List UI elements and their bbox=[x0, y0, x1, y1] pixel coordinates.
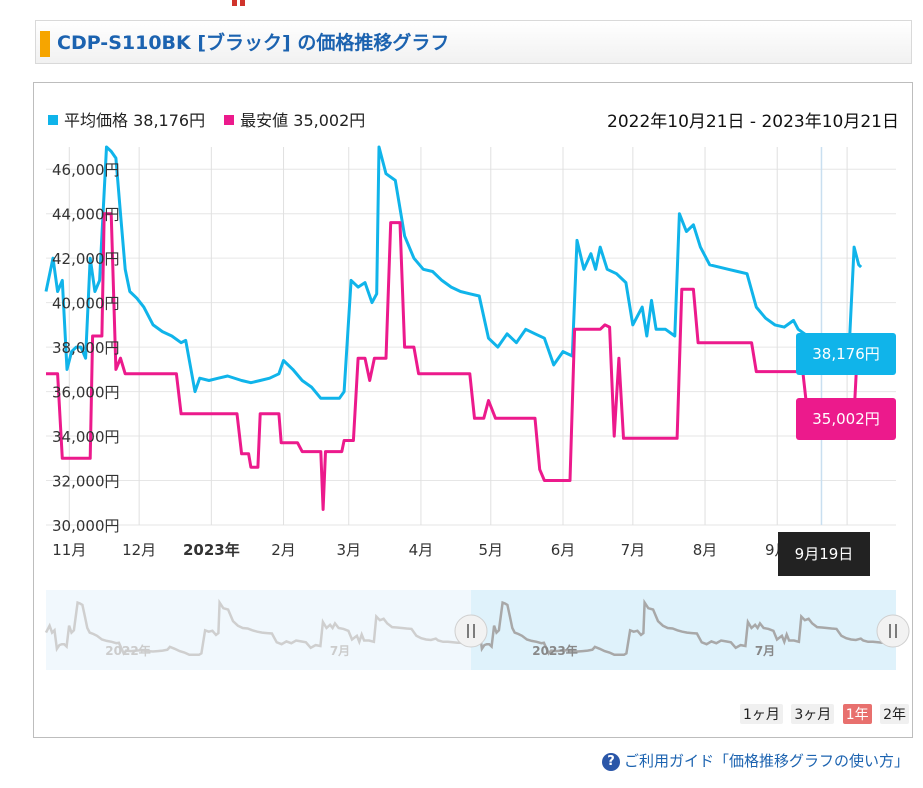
chart-series bbox=[44, 145, 863, 511]
x-tick-label: 11月 bbox=[52, 541, 86, 559]
navigator-label: 2023年 bbox=[532, 643, 577, 658]
date-tooltip: 9月19日 bbox=[778, 532, 870, 576]
average-price-badge: 38,176円 bbox=[796, 333, 896, 375]
navigator-label: 7月 bbox=[330, 644, 350, 658]
legend-swatch-average bbox=[48, 115, 58, 125]
legend-swatch-minimum bbox=[224, 115, 235, 125]
question-icon: ? bbox=[601, 753, 620, 771]
navigator-label: 7月 bbox=[755, 644, 775, 658]
y-tick-label: 32,000円 bbox=[52, 473, 120, 491]
range-2year-button[interactable]: 2年 bbox=[880, 704, 909, 724]
x-tick-label: 3月 bbox=[336, 541, 361, 559]
navigator-left-handle[interactable] bbox=[454, 614, 488, 648]
chart-legend: 平均価格 38,176円 最安値 35,002円 bbox=[48, 107, 379, 131]
page-title: CDP-S110BK [ブラック] の価格推移グラフ bbox=[57, 32, 450, 54]
y-tick-label: 44,000円 bbox=[52, 206, 120, 224]
usage-guide-link[interactable]: ? ご利用ガイド「価格推移グラフの使い方」 bbox=[601, 750, 909, 771]
y-tick-label: 36,000円 bbox=[52, 384, 120, 402]
minimum-price-line bbox=[46, 212, 862, 511]
x-tick-label: 7月 bbox=[621, 541, 646, 559]
x-tick-label: 2023年 bbox=[183, 541, 240, 559]
legend-item-minimum[interactable]: 最安値 35,002円 bbox=[224, 111, 365, 130]
y-tick-label: 34,000円 bbox=[52, 428, 120, 446]
x-tick-label: 5月 bbox=[479, 541, 504, 559]
x-tick-label: 4月 bbox=[409, 541, 434, 559]
range-1year-button[interactable]: 1年 bbox=[842, 704, 872, 724]
legend-label-minimum: 最安値 35,002円 bbox=[240, 111, 366, 130]
x-tick-label: 8月 bbox=[693, 541, 718, 559]
range-1month-button[interactable]: 1ヶ月 bbox=[739, 704, 783, 724]
page-header: CDP-S110BK [ブラック] の価格推移グラフ bbox=[35, 20, 912, 64]
navigator-selection bbox=[471, 590, 896, 670]
chart-ticks: 30,000円 32,000円 34,000円 36,000円 38,000円 40,00… bbox=[52, 161, 864, 559]
header-accent-bar bbox=[40, 31, 50, 57]
navigator: 2022年 7月 2023年 7月 bbox=[44, 590, 910, 670]
top-decoration-icon bbox=[232, 0, 245, 6]
y-tick-label: 40,000円 bbox=[52, 295, 120, 313]
x-tick-label: 12月 bbox=[122, 541, 156, 559]
y-tick-label: 38,000円 bbox=[52, 339, 120, 357]
legend-label-average: 平均価格 38,176円 bbox=[64, 111, 206, 130]
navigator-right-handle[interactable] bbox=[876, 614, 910, 648]
date-range: 2022年10月21日 - 2023年10月21日 bbox=[607, 112, 899, 132]
x-tick-label: 6月 bbox=[551, 541, 576, 559]
navigator-past-line bbox=[44, 598, 472, 657]
x-tick-label: 2月 bbox=[271, 541, 296, 559]
range-selector: 1ヶ月 3ヶ月 1年 2年 bbox=[736, 704, 909, 724]
y-tick-label: 42,000円 bbox=[52, 250, 120, 268]
usage-guide-text: ご利用ガイド「価格推移グラフの使い方」 bbox=[623, 752, 909, 770]
y-tick-label: 46,000円 bbox=[52, 161, 120, 179]
navigator-label: 2022年 bbox=[105, 643, 150, 658]
average-price-line bbox=[44, 145, 863, 400]
y-tick-label: 30,000円 bbox=[52, 517, 120, 535]
range-3month-button[interactable]: 3ヶ月 bbox=[791, 704, 835, 724]
legend-item-average[interactable]: 平均価格 38,176円 bbox=[48, 111, 210, 130]
minimum-price-badge: 35,002円 bbox=[796, 398, 896, 440]
navigator-current-line bbox=[469, 598, 897, 657]
